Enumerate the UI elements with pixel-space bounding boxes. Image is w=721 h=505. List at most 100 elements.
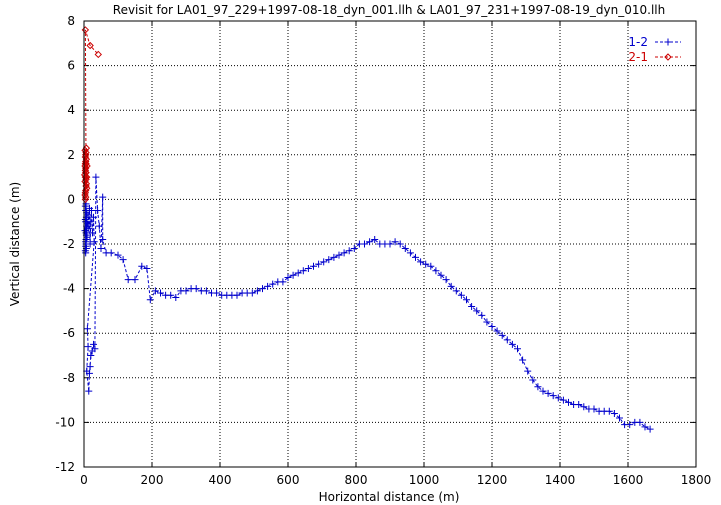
x-tick-label: 800 [345,473,368,487]
y-tick-label: -2 [63,237,75,251]
data-point [97,244,105,252]
data-point [284,273,292,281]
data-point [335,251,343,259]
data-point [605,407,613,415]
data-point [90,340,98,348]
data-point [81,162,89,170]
legend-marker [664,53,672,61]
y-tick-label: -12 [55,460,75,474]
data-point [213,289,221,297]
data-point [289,271,297,279]
x-axis-label: Horizontal distance (m) [319,490,460,504]
data-point [85,387,93,395]
data-point [468,302,476,310]
data-point [514,345,521,353]
data-point [442,276,450,284]
data-point [259,285,266,293]
data-point [299,267,307,275]
data-point [524,367,532,375]
legend: 1-22-1 [628,35,681,64]
data-point [616,414,623,422]
data-point [559,396,567,404]
data-point [412,253,419,261]
data-point [91,345,99,353]
data-point [83,325,91,333]
data-point [84,211,92,219]
data-point [131,276,139,284]
data-point [432,267,440,275]
x-tick-label: 1200 [477,473,508,487]
data-point [366,238,374,246]
data-point [498,331,506,339]
y-tick-label: -6 [63,326,75,340]
series-2 [80,26,102,204]
series-1 [81,173,654,433]
data-point [350,244,358,252]
data-point [549,392,557,400]
data-point [157,289,164,297]
chart-title: Revisit for LA01_97_229+1997-08-18_dyn_0… [113,3,665,17]
data-point [457,291,465,299]
data-point [590,405,598,413]
data-point [138,262,146,270]
y-tick-label: -4 [63,282,75,296]
data-point [82,249,90,257]
data-point [192,285,200,293]
data-point [86,240,94,248]
data-point [248,289,256,297]
data-point [534,383,542,391]
data-point [529,376,537,384]
data-point [87,207,95,215]
data-point [626,421,634,429]
data-point [253,287,261,295]
data-point [396,240,404,248]
data-point [493,327,501,335]
legend-item-2: 2-1 [628,50,681,64]
data-point [304,265,312,273]
data-point [143,265,151,273]
x-tick-label: 1800 [681,473,712,487]
data-point [325,256,333,264]
x-axis: 0 200 400 600 800 1000 1200 1400 1600 1800 [80,21,711,487]
data-point [463,296,470,304]
plot-frame [83,20,697,468]
data-point [422,260,430,268]
data-point [264,282,272,290]
data-point [107,249,115,257]
data-point [90,213,98,221]
x-tick-label: 200 [141,473,164,487]
x-tick-label: 600 [277,473,300,487]
data-point [95,222,103,230]
data-point [519,356,527,364]
data-point [233,291,241,299]
data-point [447,282,455,290]
data-point [565,398,572,406]
y-tick-label: 2 [67,148,75,162]
data-point [330,253,338,261]
data-point [81,215,89,223]
data-point [119,256,127,264]
data-point [340,249,348,257]
y-tick-label: 8 [67,14,75,28]
legend-label: 1-2 [628,35,648,49]
data-point [124,276,132,284]
data-point [99,193,107,201]
data-point [86,41,94,50]
data-point [391,238,399,246]
series-line [84,177,651,430]
data-point [575,401,583,409]
data-point [87,218,95,226]
legend-label: 2-1 [628,50,648,64]
data-point [94,207,102,215]
data-point [172,294,180,302]
data-point [146,296,154,304]
data-point [437,271,445,279]
data-point [417,258,425,266]
data-point [361,240,368,248]
data-point [371,236,379,244]
data-point [544,389,552,397]
data-point [345,247,353,255]
legend-marker [664,38,672,46]
data-point [81,227,89,235]
